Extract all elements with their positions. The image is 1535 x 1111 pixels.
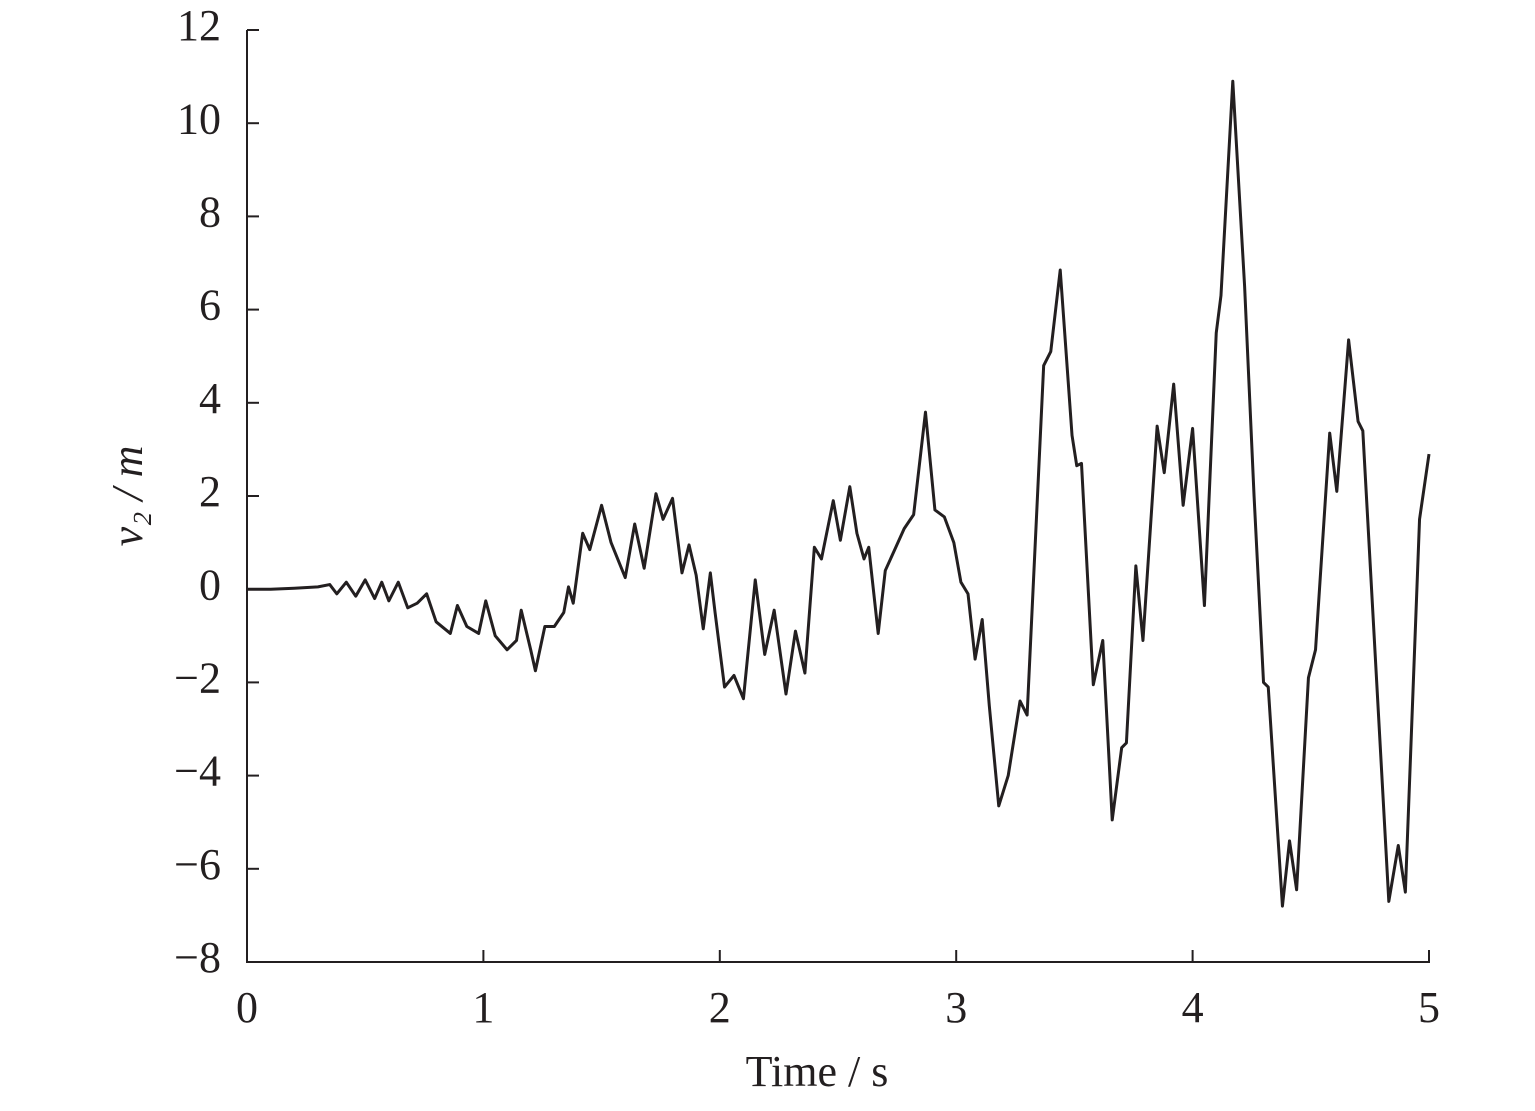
y-tick-label: −2 (174, 653, 221, 702)
x-tick-label: 5 (1418, 983, 1440, 1032)
y-tick-label: 8 (199, 187, 221, 236)
x-tick-label: 3 (945, 983, 967, 1032)
y-tick-label: 0 (199, 560, 221, 609)
x-axis-label: Time / s (746, 1047, 889, 1096)
x-tick-label: 4 (1182, 983, 1204, 1032)
y-tick-label: −4 (174, 747, 221, 796)
y-tick-label: 6 (199, 281, 221, 330)
y-axis-label: v₂ / m (103, 446, 152, 547)
x-tick-label: 2 (709, 983, 731, 1032)
y-tick-label: −8 (174, 933, 221, 982)
y-tick-label: 2 (199, 467, 221, 516)
x-tick-label: 0 (236, 983, 258, 1032)
data-line (247, 79, 1431, 908)
y-tick-label: 4 (199, 374, 221, 423)
x-tick-label: 1 (472, 983, 494, 1032)
y-tick-label: 12 (177, 1, 221, 50)
y-tick-label: −6 (174, 840, 221, 889)
y-tick-label: 10 (177, 94, 221, 143)
